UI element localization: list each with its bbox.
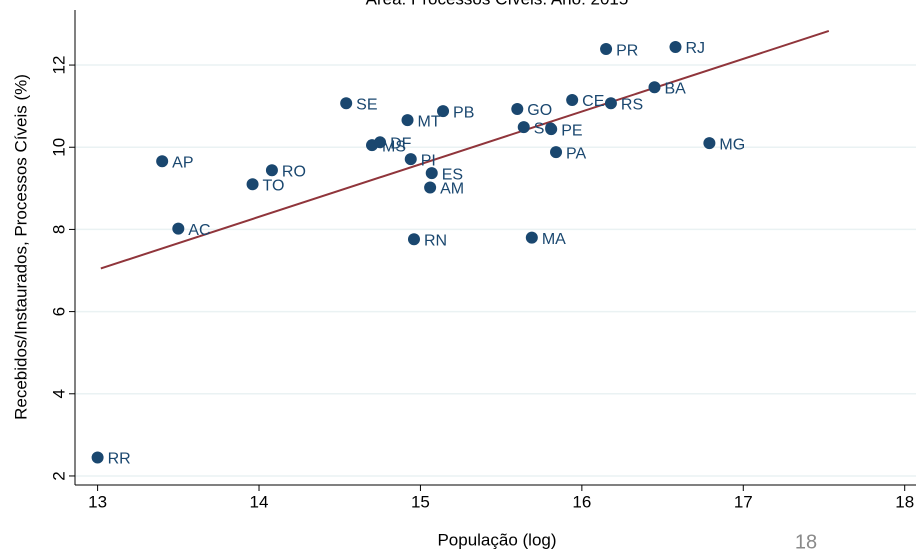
point-label: DF [390,136,412,153]
point [566,93,579,106]
plot-area [75,10,916,485]
point [246,178,259,191]
point-label: MG [719,136,745,153]
x-tick-label: 15 [411,492,430,511]
y-tick-label: 8 [49,225,68,234]
point [437,105,450,118]
point [511,103,524,116]
point [424,181,437,194]
fit-line [100,30,830,270]
y-axis-label: Recebidos/Instaurados, Processos Cíveis … [11,74,30,420]
point [265,164,278,177]
page-number: 18 [795,531,817,553]
point-label: TO [263,177,285,194]
point [425,167,438,180]
point-label: RS [621,96,643,113]
point-label: RN [424,233,447,250]
point-label: PE [561,122,582,139]
point-label: SE [356,96,377,113]
point [703,137,716,150]
point-label: MS [382,138,406,155]
x-tick-label: 16 [572,492,591,511]
point-label: PI [421,152,436,169]
point-label: PR [616,42,638,59]
point-label: RJ [685,40,705,57]
point [648,81,661,94]
x-tick-label: 17 [734,492,753,511]
point [407,233,420,246]
y-tick-label: 4 [49,389,68,398]
y-tick-label: 6 [49,307,68,316]
x-axis-label: População (log) [437,530,556,549]
point-label: MT [418,113,441,130]
point-label: PA [566,145,586,162]
point [404,153,417,166]
y-tick-label: 2 [49,471,68,480]
point-label: RR [108,451,131,468]
point [517,121,530,134]
point [669,40,682,53]
x-tick-label: 14 [250,492,269,511]
y-tick-label: 10 [49,138,68,157]
point [374,136,387,149]
point [525,231,538,244]
point-label: RO [282,163,306,180]
point-label: AP [172,154,193,171]
x-tick-label: 18 [895,492,914,511]
point [550,146,563,159]
point-label: AC [188,222,210,239]
y-tick-label: 12 [49,56,68,75]
point [401,114,414,127]
point-label: BA [664,80,686,97]
point-label: CE [582,93,604,110]
point-label: MA [542,231,566,248]
point-label: AM [440,181,464,198]
point-label: PB [453,104,474,121]
point [545,123,558,136]
point [604,97,617,110]
point-label: ES [442,166,463,183]
chart-title: Área: Processos Cíveis. Ano: 2015 [366,0,629,8]
point [600,43,613,56]
x-tick-label: 13 [88,492,107,511]
point [172,222,185,235]
point [340,97,353,110]
point [91,451,104,464]
point-label: GO [527,102,552,119]
point [156,155,169,168]
